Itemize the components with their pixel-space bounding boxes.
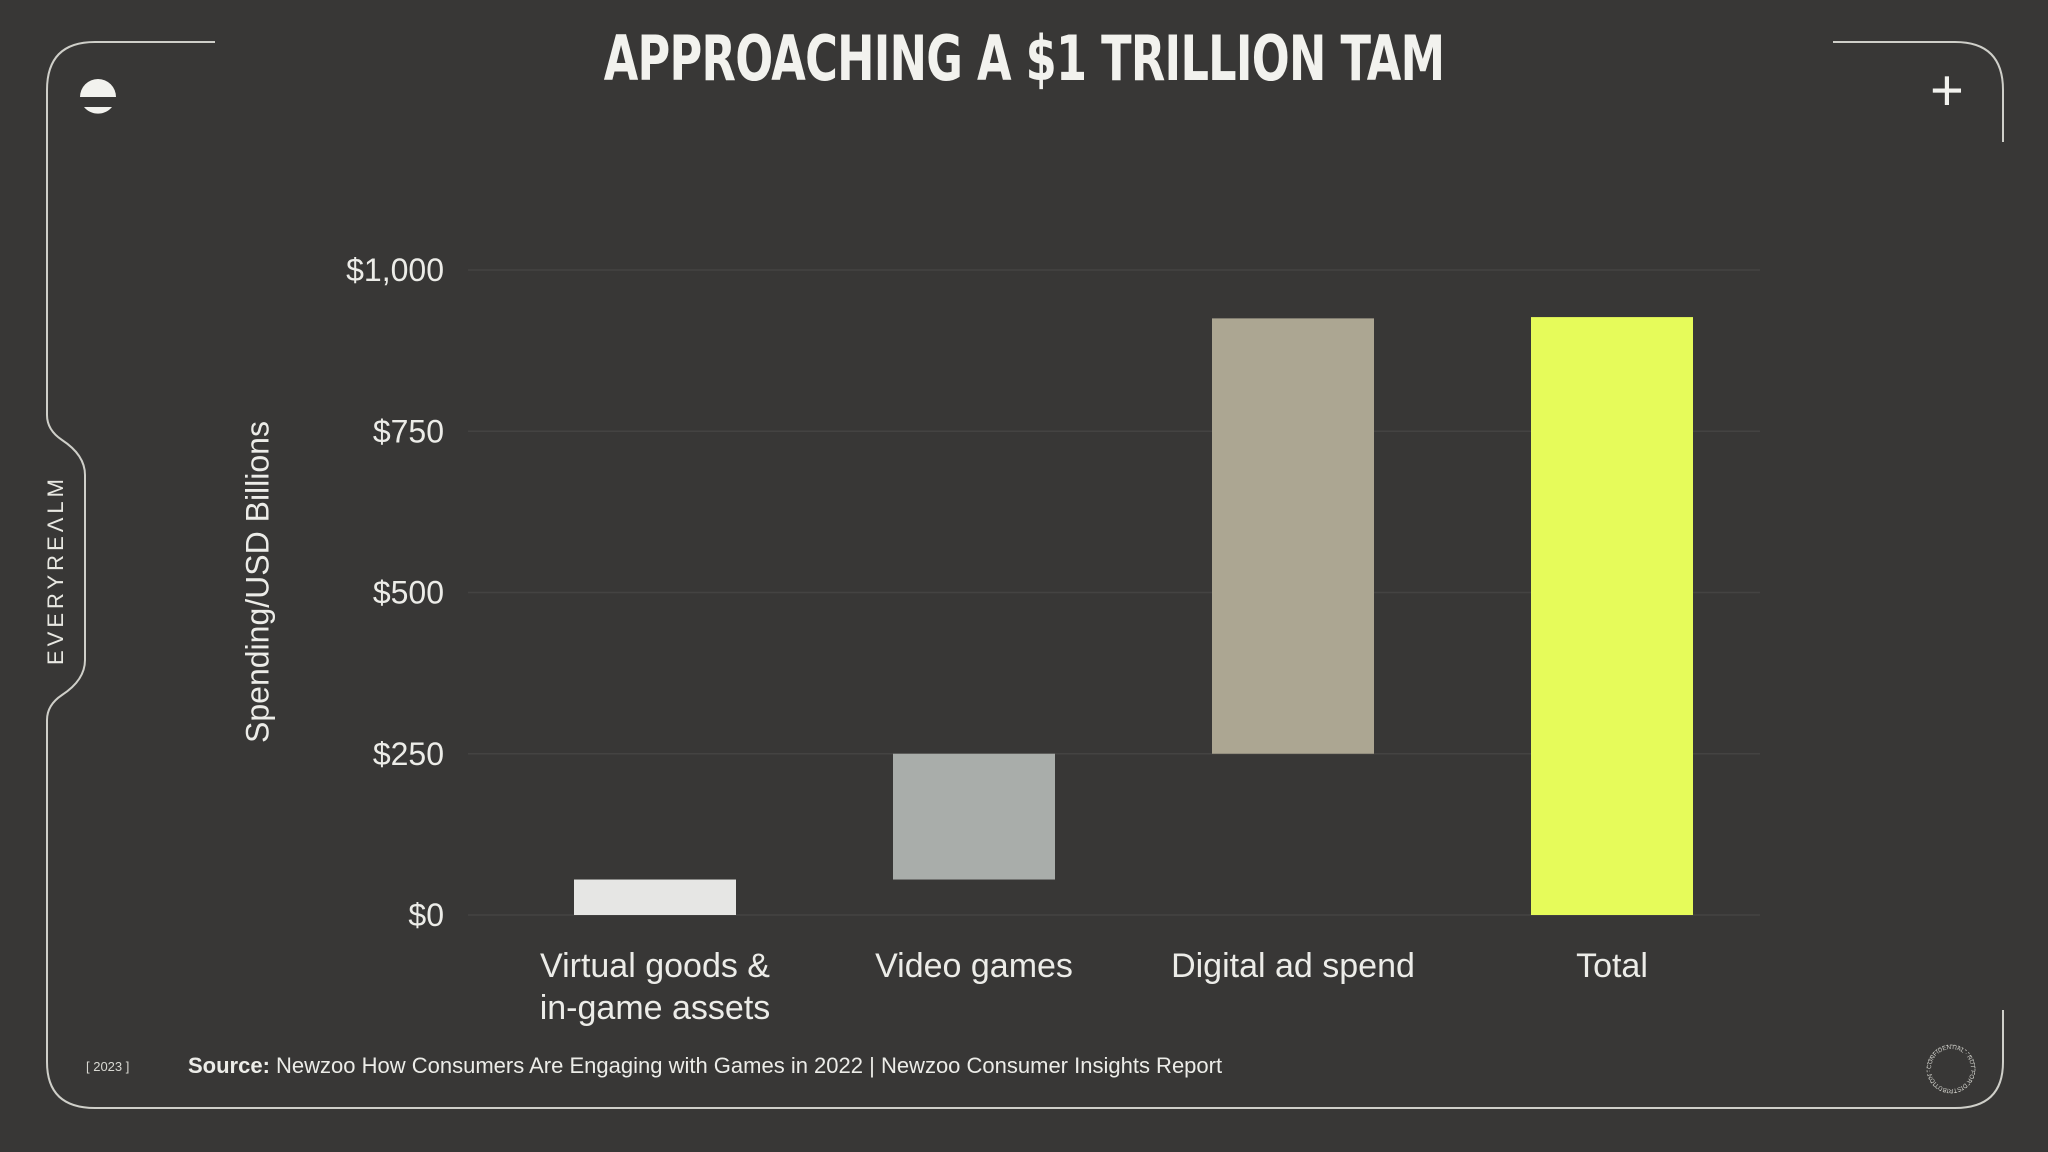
plus-icon[interactable]: +	[1930, 58, 1964, 123]
source-text: Newzoo How Consumers Are Engaging with G…	[269, 1053, 1223, 1078]
y-tick-label: $1,000	[346, 252, 444, 288]
half-circle-logo-icon	[80, 79, 116, 114]
page-title: APPROACHING A $1 TRILLION TAM	[603, 22, 1445, 95]
year-tag: [ 2023 ]	[86, 1059, 130, 1074]
y-tick-label: $0	[408, 897, 444, 933]
bar-video-games	[893, 753, 1055, 880]
bar-total	[1531, 317, 1693, 916]
confidential-seal-icon: CONFIDENTIAL · NOT FOR DISTRIBUTION ·	[1926, 1044, 1976, 1094]
y-tick-label: $250	[373, 736, 444, 772]
bar-virtual-goods	[574, 879, 736, 915]
x-tick-label: Video games	[875, 947, 1073, 985]
x-tick-label: Virtual goods & in-game assets	[540, 947, 771, 1027]
bar-digital-ad	[1212, 318, 1374, 754]
source-note: Source: Newzoo How Consumers Are Engagin…	[188, 1053, 1222, 1079]
x-tick-label: Digital ad spend	[1171, 947, 1415, 985]
y-tick-label: $500	[373, 575, 444, 611]
source-label: Source:	[188, 1053, 270, 1078]
y-tick-label: $750	[373, 413, 444, 449]
x-tick-label: Total	[1576, 947, 1648, 985]
